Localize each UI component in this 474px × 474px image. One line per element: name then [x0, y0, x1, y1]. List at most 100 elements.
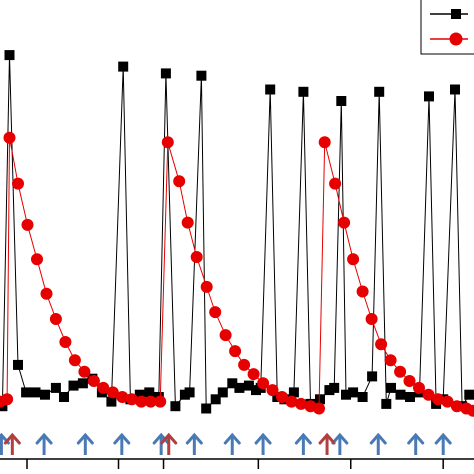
- data-point-square: [210, 394, 221, 405]
- legend-marker-square: [451, 9, 461, 19]
- blue-arrow-icon: [254, 432, 272, 455]
- data-point-circle: [125, 393, 138, 406]
- data-point-circle: [338, 216, 351, 229]
- data-point-square: [170, 401, 181, 412]
- blue-arrow-icon: [407, 432, 425, 455]
- data-point-circle: [106, 386, 119, 399]
- data-point-square: [160, 68, 171, 79]
- data-point-circle: [394, 365, 407, 378]
- data-point-square: [234, 382, 245, 393]
- data-point-circle: [441, 395, 454, 408]
- blue-arrow-icon: [0, 432, 10, 455]
- data-point-circle: [1, 393, 14, 406]
- data-point-circle: [266, 384, 279, 397]
- data-point-square: [265, 84, 276, 95]
- data-point-square: [395, 389, 406, 400]
- data-point-circle: [247, 368, 260, 381]
- data-point-circle: [285, 395, 298, 408]
- data-point-circle: [144, 395, 157, 408]
- data-point-circle: [59, 336, 72, 348]
- data-point-square: [298, 86, 309, 97]
- data-point-circle: [295, 397, 307, 410]
- data-point-circle: [154, 395, 167, 408]
- data-point-square: [424, 91, 434, 102]
- data-point-square: [4, 50, 15, 61]
- legend-box: [420, 0, 474, 55]
- data-point-circle: [219, 329, 232, 342]
- data-point-circle: [229, 345, 242, 358]
- data-point-circle: [432, 393, 444, 406]
- data-point-square: [450, 84, 460, 95]
- data-point-circle: [209, 306, 222, 319]
- blue-arrow-icon: [369, 432, 387, 455]
- legend: [420, 0, 474, 55]
- data-point-square: [50, 382, 61, 393]
- data-point-square: [386, 382, 396, 393]
- data-point-square: [184, 387, 195, 398]
- blue-arrow-icon: [35, 432, 53, 455]
- data-point-square: [40, 389, 50, 400]
- blue-arrow-icon: [223, 432, 241, 455]
- data-point-square: [243, 380, 254, 391]
- data-point-square: [118, 61, 129, 72]
- data-point-circle: [413, 381, 425, 394]
- data-point-square: [106, 396, 117, 407]
- data-point-square: [77, 378, 88, 389]
- red-arrow-icon: [160, 432, 178, 455]
- data-point-square: [405, 392, 415, 402]
- data-point-circle: [68, 354, 81, 367]
- data-point-circle: [347, 253, 360, 266]
- data-point-square: [59, 392, 69, 402]
- legend-marker-circle: [449, 32, 463, 46]
- series-layer: [0, 50, 474, 417]
- arrows-layer: [0, 432, 452, 455]
- data-point-circle: [87, 375, 100, 387]
- data-point-square: [196, 70, 207, 81]
- data-point-square: [367, 371, 378, 382]
- data-point-square: [13, 359, 23, 370]
- data-point-square: [201, 403, 212, 414]
- data-point-square: [134, 389, 145, 400]
- data-point-square: [348, 387, 359, 398]
- data-point-circle: [200, 280, 213, 293]
- data-point-circle: [375, 338, 388, 351]
- data-point-circle: [3, 131, 16, 144]
- data-point-circle: [365, 313, 378, 325]
- data-point-circle: [329, 177, 342, 190]
- data-point-square: [227, 378, 238, 389]
- data-point-circle: [116, 391, 129, 403]
- blue-arrow-icon: [434, 432, 452, 455]
- data-point-square: [144, 387, 155, 398]
- blue-arrow-icon: [76, 432, 94, 455]
- data-point-circle: [356, 285, 369, 298]
- data-point-circle: [467, 404, 474, 417]
- data-point-circle: [21, 218, 34, 231]
- data-point-circle: [181, 216, 194, 229]
- data-point-circle: [238, 358, 251, 371]
- series-circle: [0, 131, 474, 417]
- data-point-square: [30, 387, 41, 398]
- data-point-circle: [49, 313, 62, 325]
- data-point-circle: [173, 175, 186, 188]
- data-point-circle: [40, 287, 53, 300]
- data-point-square: [381, 398, 392, 409]
- data-point-circle: [257, 377, 270, 390]
- data-point-circle: [422, 388, 435, 401]
- data-point-circle: [384, 354, 397, 367]
- blue-arrow-icon: [113, 432, 131, 455]
- data-point-square: [217, 387, 228, 398]
- data-point-circle: [450, 400, 463, 413]
- data-point-square: [341, 389, 351, 400]
- blue-arrow-icon: [294, 432, 312, 455]
- data-point-circle: [97, 381, 110, 394]
- data-point-square: [329, 382, 340, 393]
- data-point-circle: [313, 402, 325, 415]
- data-point-square: [374, 86, 385, 97]
- data-point-square: [464, 389, 474, 400]
- data-point-square: [315, 394, 325, 405]
- red-arrow-icon: [3, 432, 21, 455]
- data-point-square: [336, 96, 347, 106]
- data-point-square: [288, 387, 299, 398]
- data-point-circle: [78, 365, 91, 378]
